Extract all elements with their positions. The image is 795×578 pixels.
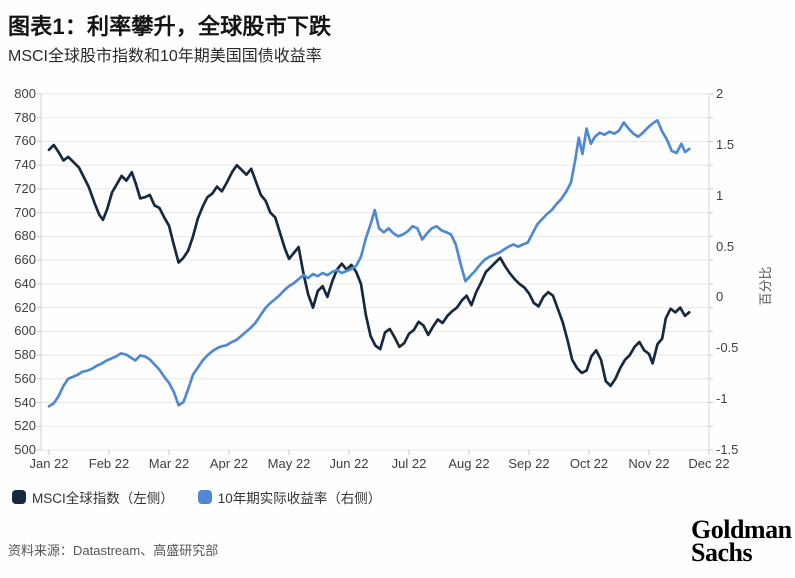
x-tick-label: Aug 22	[448, 456, 490, 471]
x-tick-label: Jan 22	[29, 456, 69, 471]
y-right-tick-label: 1.5	[716, 136, 735, 152]
y-left-tick-label: 780	[14, 109, 36, 125]
logo-line-1: Goldman	[691, 515, 792, 544]
y-left-tick-label: 580	[14, 347, 36, 363]
y-right-tick-label: -1	[716, 391, 728, 407]
y-left-tick-label: 560	[14, 370, 36, 386]
y-left-tick-label: 500	[14, 442, 36, 457]
legend-label-yield: 10年期实际收益率（右侧）	[217, 491, 382, 506]
y-right-tick-label: 1	[716, 187, 724, 203]
goldman-sachs-logo: Goldman Sachs	[691, 515, 792, 567]
y-right-tick-label: 0	[716, 289, 724, 305]
y-left-tick-label: 600	[14, 323, 36, 339]
y-left-tick-label: 760	[14, 133, 36, 149]
y-left-tick-label: 720	[14, 180, 36, 196]
y-right-tick-label: 0.5	[716, 238, 735, 254]
y-right-tick-label: -0.5	[716, 340, 739, 356]
blue-legend-swatch-icon	[197, 490, 212, 504]
navy-legend-swatch-icon	[12, 490, 26, 504]
y-left-tick-label: 740	[14, 157, 36, 173]
x-tick-label: Jul 22	[391, 456, 427, 471]
x-tick-label: Mar 22	[148, 456, 190, 471]
legend-item-yield: 10年期实际收益率（右侧）	[197, 487, 382, 507]
x-tick-label: Jun 22	[329, 456, 369, 471]
y-left-tick-label: 680	[14, 228, 36, 244]
y-left-tick-label: 660	[14, 252, 36, 268]
x-tick-label: Nov 22	[628, 456, 670, 471]
chart-legend: MSCI全球指数（左侧） 10年期实际收益率（右侧）	[12, 487, 381, 507]
x-tick-label: Sep 22	[508, 456, 550, 471]
y-left-tick-label: 540	[14, 394, 36, 410]
page-title: 图表1：利率攀升，全球股市下跌	[8, 14, 332, 39]
x-tick-label: Oct 22	[569, 456, 609, 471]
x-tick-label: May 22	[267, 456, 311, 471]
y-left-tick-label: 620	[14, 299, 36, 315]
legend-item-msci: MSCI全球指数（左侧）	[12, 487, 174, 507]
right-axis-title: 百分比	[758, 266, 773, 306]
msci-line-series	[47, 143, 691, 388]
real-yield-line-series	[47, 119, 691, 408]
legend-label-msci: MSCI全球指数（左侧）	[32, 491, 174, 506]
source-note: 资料来源：Datastream、高盛研究部	[8, 543, 219, 558]
x-tick-label: Apr 22	[209, 456, 249, 471]
y-left-tick-label: 520	[14, 418, 36, 434]
chart-subtitle: MSCI全球股市指数和10年期美国国债收益率	[8, 48, 322, 65]
y-right-tick-label: 2	[716, 86, 724, 101]
x-tick-label: Feb 22	[88, 456, 130, 471]
logo-line-2: Sachs	[691, 538, 753, 567]
y-left-tick-label: 800	[14, 86, 36, 101]
x-tick-label: Dec 22	[688, 456, 730, 471]
y-left-tick-label: 700	[14, 204, 36, 220]
y-left-tick-label: 640	[14, 275, 36, 291]
y-right-tick-label: -1.5	[716, 442, 739, 457]
